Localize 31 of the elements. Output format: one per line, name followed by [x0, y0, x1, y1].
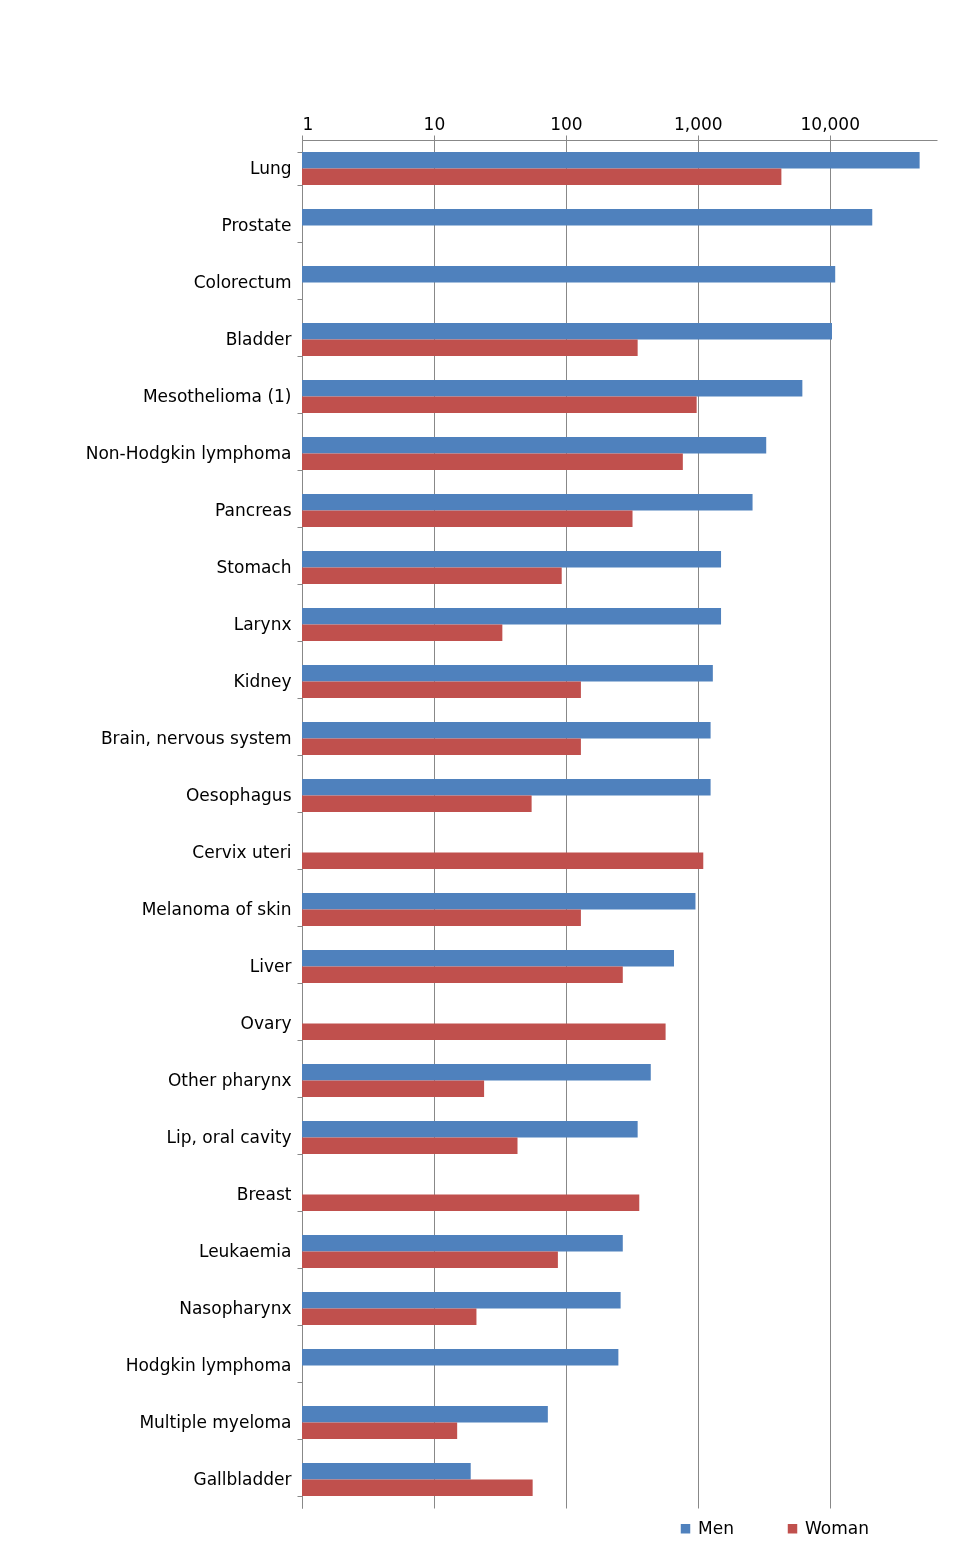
y-tick-label: Pancreas	[215, 500, 292, 520]
y-tick-label: Lip, oral cavity	[166, 1127, 292, 1147]
x-tick-label: 1,000	[673, 113, 723, 134]
x-tick-label: 10,000	[800, 113, 860, 134]
y-tick-label: Mesothelioma (1)	[142, 386, 292, 406]
y-tick-label: Gallbladder	[193, 1469, 292, 1489]
y-tick-label: Non-Hodgkin lymphoma	[85, 443, 292, 463]
y-tick-label: Multiple myeloma	[139, 1412, 292, 1432]
x-tick-label: 10	[423, 113, 446, 134]
y-tick-label: Hodgkin lymphoma	[125, 1355, 292, 1375]
legend-label: Men	[698, 1517, 734, 1538]
y-tick-label: Colorectum	[193, 272, 292, 292]
y-tick-label: Larynx	[233, 614, 292, 634]
y-tick-label: Cervix uteri	[192, 842, 292, 862]
y-tick-label: Prostate	[221, 215, 292, 235]
y-tick-label: Ovary	[240, 1013, 292, 1033]
y-tick-label: Leukaemia	[198, 1241, 292, 1261]
y-tick-label: Lung	[249, 158, 292, 178]
y-tick-label: Melanoma of skin	[141, 899, 292, 919]
y-tick-label: Oesophagus	[185, 785, 292, 805]
y-tick-label: Other pharynx	[167, 1070, 292, 1090]
y-tick-label: Breast	[236, 1184, 292, 1204]
y-tick-label: Liver	[249, 956, 292, 976]
legend-label: Woman	[805, 1517, 869, 1538]
y-tick-label: Stomach	[216, 557, 292, 577]
y-tick-label: Brain, nervous system	[100, 728, 292, 748]
x-tick-label: 100	[550, 113, 583, 134]
y-tick-label: Nasopharynx	[179, 1298, 292, 1318]
y-tick-label: Bladder	[225, 329, 292, 349]
x-tick-label: 1	[302, 113, 314, 134]
y-tick-label: Kidney	[233, 671, 292, 691]
